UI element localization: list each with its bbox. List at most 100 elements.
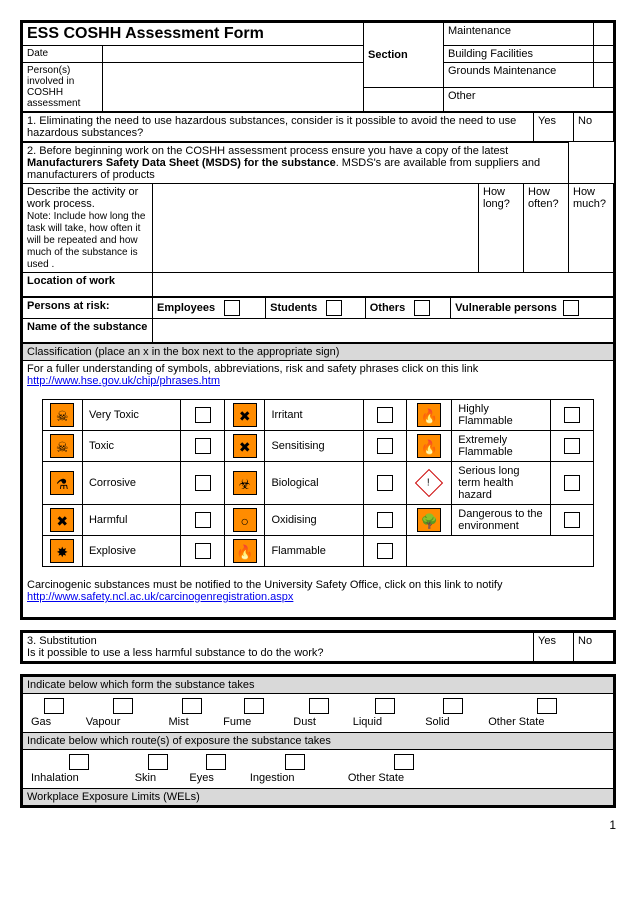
- wels-header: Workplace Exposure Limits (WELs): [23, 789, 614, 806]
- very-toxic-checkbox[interactable]: [195, 407, 211, 423]
- how-much: How much?: [569, 184, 614, 273]
- header-table: ESS COSHH Assessment Form Section Mainte…: [22, 22, 614, 112]
- risk-others: Others: [365, 298, 450, 319]
- extremely-flammable-label: Extremely Flammable: [452, 431, 550, 462]
- section-maintenance-check[interactable]: [594, 23, 614, 46]
- extremely-flammable-checkbox[interactable]: [564, 438, 580, 454]
- routes-header: Indicate below which route(s) of exposur…: [23, 733, 614, 750]
- others-checkbox[interactable]: [414, 300, 430, 316]
- x-icon: ✖: [233, 434, 257, 458]
- date-input[interactable]: [103, 46, 364, 63]
- highly-flammable-label: Highly Flammable: [452, 400, 550, 431]
- explosive-label: Explosive: [82, 536, 180, 567]
- biological-label: Biological: [265, 462, 363, 505]
- corrosive-label: Corrosive: [82, 462, 180, 505]
- other-state-checkbox[interactable]: [537, 698, 557, 714]
- flammable-checkbox[interactable]: [377, 543, 393, 559]
- environment-checkbox[interactable]: [564, 512, 580, 528]
- inhalation-checkbox[interactable]: [69, 754, 89, 770]
- dust-checkbox[interactable]: [309, 698, 329, 714]
- oxidising-checkbox[interactable]: [377, 512, 393, 528]
- q3-text: 3. Substitution Is it possible to use a …: [23, 633, 534, 662]
- activity-label: Describe the activity or work process. N…: [23, 184, 153, 273]
- toxic-checkbox[interactable]: [195, 438, 211, 454]
- explosive-checkbox[interactable]: [195, 543, 211, 559]
- ingestion-checkbox[interactable]: [285, 754, 305, 770]
- classification-body: For a fuller understanding of symbols, a…: [23, 361, 614, 618]
- employees-checkbox[interactable]: [224, 300, 240, 316]
- sensitising-checkbox[interactable]: [377, 438, 393, 454]
- flame-icon: 🔥: [417, 434, 441, 458]
- persons-input[interactable]: [103, 63, 364, 112]
- section-other: Other: [444, 87, 614, 112]
- activity-input[interactable]: [153, 184, 479, 273]
- section-grounds-check[interactable]: [594, 63, 614, 88]
- page-number: 1: [20, 818, 616, 832]
- x-icon: ✖: [50, 508, 74, 532]
- location-label: Location of work: [23, 273, 153, 297]
- health-hazard-label: Serious long term health hazard: [452, 462, 550, 505]
- section-maintenance: Maintenance: [444, 23, 594, 46]
- flame-icon: 🔥: [417, 403, 441, 427]
- routes-row: Inhalation Skin Eyes Ingestion Other Sta…: [23, 750, 614, 789]
- section-building-check[interactable]: [594, 46, 614, 63]
- q3-no[interactable]: No: [574, 633, 614, 662]
- form-title: ESS COSHH Assessment Form: [23, 23, 364, 46]
- explosive-icon: ✸: [50, 539, 74, 563]
- corrosive-icon: ⚗: [50, 471, 74, 495]
- biological-checkbox[interactable]: [377, 475, 393, 491]
- flame-icon: 🔥: [233, 539, 257, 563]
- oxidising-label: Oxidising: [265, 505, 363, 536]
- fume-checkbox[interactable]: [244, 698, 264, 714]
- liquid-checkbox[interactable]: [375, 698, 395, 714]
- skull-icon: ☠: [50, 403, 74, 427]
- date-label: Date: [23, 46, 103, 63]
- q1-yes[interactable]: Yes: [534, 113, 574, 142]
- forms-row: Gas Vapour Mist Fume Dust Liquid Solid O…: [23, 694, 614, 733]
- skin-checkbox[interactable]: [148, 754, 168, 770]
- persons-risk-label: Persons at risk:: [23, 298, 153, 319]
- irritant-checkbox[interactable]: [377, 407, 393, 423]
- risk-students: Students: [266, 298, 366, 319]
- gas-checkbox[interactable]: [44, 698, 64, 714]
- vapour-checkbox[interactable]: [113, 698, 133, 714]
- environment-icon: 🌳: [417, 508, 441, 532]
- biohazard-icon: ☣: [233, 471, 257, 495]
- substance-name-input[interactable]: [153, 319, 614, 343]
- section-grounds: Grounds Maintenance: [444, 63, 594, 88]
- persons-risk-table: Persons at risk: Employees Students Othe…: [22, 297, 614, 343]
- vulnerable-checkbox[interactable]: [563, 300, 579, 316]
- substance-name-label: Name of the substance: [23, 319, 153, 343]
- q2-text: 2. Before beginning work on the COSHH as…: [23, 143, 569, 184]
- harmful-label: Harmful: [82, 505, 180, 536]
- how-long: How long?: [479, 184, 524, 273]
- section-building: Building Facilities: [444, 46, 594, 63]
- health-hazard-checkbox[interactable]: [564, 475, 580, 491]
- toxic-label: Toxic: [82, 431, 180, 462]
- substitution-block: 3. Substitution Is it possible to use a …: [20, 630, 616, 664]
- flammable-label: Flammable: [265, 536, 363, 567]
- oxidising-icon: ○: [233, 508, 257, 532]
- forms-routes-block: Indicate below which form the substance …: [20, 674, 616, 808]
- highly-flammable-checkbox[interactable]: [564, 407, 580, 423]
- solid-checkbox[interactable]: [443, 698, 463, 714]
- q3-yes[interactable]: Yes: [534, 633, 574, 662]
- mist-checkbox[interactable]: [182, 698, 202, 714]
- other-state-route-checkbox[interactable]: [394, 754, 414, 770]
- carcinogen-link[interactable]: http://www.safety.ncl.ac.uk/carcinogenre…: [27, 591, 293, 603]
- classification-table: Classification (place an x in the box ne…: [22, 343, 614, 618]
- classification-header: Classification (place an x in the box ne…: [23, 344, 614, 361]
- harmful-checkbox[interactable]: [195, 512, 211, 528]
- q1-no[interactable]: No: [574, 113, 614, 142]
- location-input[interactable]: [153, 273, 614, 297]
- health-hazard-icon: !: [415, 469, 443, 497]
- risk-employees: Employees: [153, 298, 266, 319]
- persons-label: Person(s) involved in COSHH assessment: [23, 63, 103, 112]
- phrases-link[interactable]: http://www.hse.gov.uk/chip/phrases.htm: [27, 375, 220, 387]
- x-icon: ✖: [233, 403, 257, 427]
- section-label: Section: [364, 23, 444, 88]
- students-checkbox[interactable]: [326, 300, 342, 316]
- eyes-checkbox[interactable]: [206, 754, 226, 770]
- q2-table: 2. Before beginning work on the COSHH as…: [22, 142, 614, 297]
- corrosive-checkbox[interactable]: [195, 475, 211, 491]
